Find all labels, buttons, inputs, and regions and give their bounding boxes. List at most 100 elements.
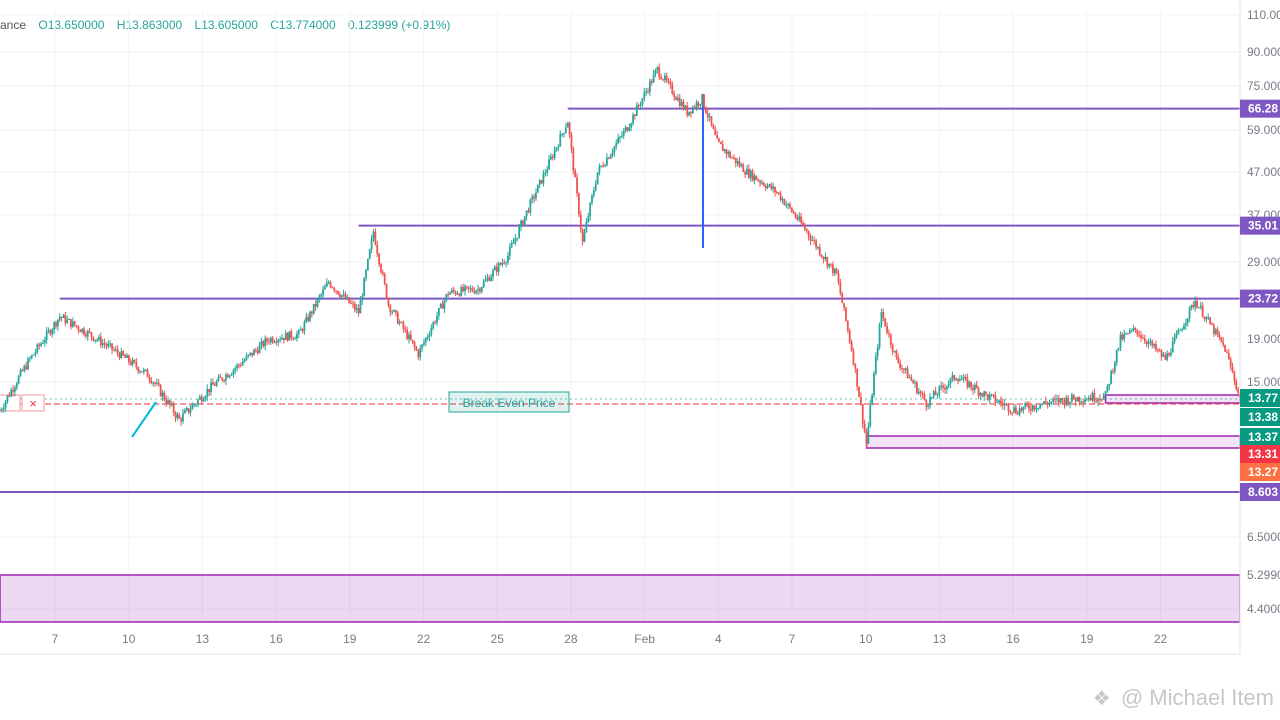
candle-body: [975, 384, 978, 389]
candle-body: [163, 392, 166, 400]
candle-body: [1140, 335, 1142, 338]
trend-line: [131, 401, 157, 438]
candle-body: [889, 334, 892, 345]
candle-body: [281, 337, 283, 340]
candle-body: [94, 339, 97, 341]
candle-body: [307, 316, 310, 321]
candle-body: [553, 149, 556, 158]
candle-body: [850, 341, 853, 351]
candle-body: [878, 324, 881, 348]
candle-body: [1013, 407, 1015, 413]
candle-body: [1063, 400, 1066, 405]
candle-body: [350, 302, 352, 304]
candle-body: [152, 382, 155, 384]
candle-body: [753, 175, 756, 181]
candle-body: [1164, 354, 1167, 360]
candle-body: [204, 396, 207, 400]
candle-body: [1125, 333, 1127, 335]
right-price-label-bg: [1240, 389, 1280, 407]
candle-body: [346, 297, 349, 299]
candle-body: [955, 379, 958, 381]
candle-body: [155, 382, 158, 384]
candle-body: [983, 391, 986, 397]
candle-body: [960, 379, 963, 381]
candle-body: [460, 286, 463, 296]
candle-body: [118, 353, 121, 359]
candle-body: [510, 243, 513, 247]
candle-body: [477, 288, 479, 291]
candle-body: [733, 157, 735, 159]
candle-body: [70, 319, 72, 328]
candle-body: [841, 293, 844, 304]
candle-body: [260, 341, 263, 346]
candle-body: [820, 254, 823, 257]
candle-body: [759, 180, 761, 183]
candle-body: [223, 380, 225, 382]
candle-body: [551, 156, 554, 158]
level-price-label-bg: [1240, 216, 1280, 235]
candle-body: [127, 355, 130, 362]
break-even-box: [448, 391, 570, 413]
candle-body: [626, 127, 629, 131]
break-even-label: Break Even Price: [463, 396, 556, 410]
candle-body: [648, 81, 651, 93]
candle-body: [30, 355, 33, 359]
candle-body: [426, 336, 429, 339]
candle-body: [28, 358, 31, 360]
candle-body: [1134, 327, 1137, 330]
candle-body: [271, 337, 274, 343]
candle-body: [768, 184, 771, 186]
candle-body: [893, 350, 896, 352]
candle-body: [927, 405, 930, 407]
candle-body: [286, 333, 289, 341]
candle-body: [1117, 347, 1120, 350]
candle-body: [301, 329, 304, 332]
candle-body: [886, 326, 888, 333]
candle-body: [641, 98, 644, 105]
candle-body: [1085, 399, 1088, 401]
candle-body: [947, 383, 950, 387]
candle-body: [365, 270, 367, 279]
candle-body: [443, 300, 446, 309]
candle-body: [1050, 401, 1053, 403]
candle-body: [1078, 397, 1081, 402]
candle-body: [884, 317, 887, 327]
candle-body: [548, 159, 550, 170]
candle-body: [1007, 403, 1010, 412]
candle-body: [1136, 329, 1139, 335]
candle-body: [131, 359, 134, 365]
candle-body: [1031, 405, 1034, 411]
candle-body: [1041, 403, 1043, 405]
candle-body: [62, 315, 65, 318]
level-price-label: 8.603: [1248, 485, 1278, 499]
candle-body: [366, 258, 369, 271]
candle-body: [172, 404, 175, 414]
candle-body: [645, 91, 648, 93]
candle-body: [630, 123, 633, 128]
candle-body: [1024, 403, 1027, 407]
right-price-label: 13.77: [1248, 391, 1278, 405]
candle-body: [262, 341, 265, 347]
candle-body: [103, 342, 106, 345]
candle-body: [579, 214, 582, 230]
candle-body: [615, 142, 618, 147]
candle-body: [215, 381, 218, 386]
x-tick-label: 19: [1080, 632, 1094, 646]
candle-body: [1194, 300, 1197, 308]
candle-body: [240, 364, 242, 366]
x-tick-labels: 7 10 13 16 19 22 25 28 Feb 4 7 10 13 16 19 22: [52, 632, 1168, 646]
candle-body: [787, 203, 789, 205]
candle-body: [860, 397, 862, 405]
candle-body: [43, 339, 46, 343]
candle-body: [25, 365, 28, 370]
candle-body: [294, 338, 296, 340]
candle-body: [279, 339, 282, 341]
candle-body: [591, 195, 593, 203]
candle-body: [686, 105, 689, 116]
candle-body: [396, 312, 399, 324]
candle-body: [142, 369, 145, 373]
candle-body: [1026, 403, 1029, 406]
candle-body: [383, 273, 386, 285]
candle-body: [902, 368, 905, 370]
